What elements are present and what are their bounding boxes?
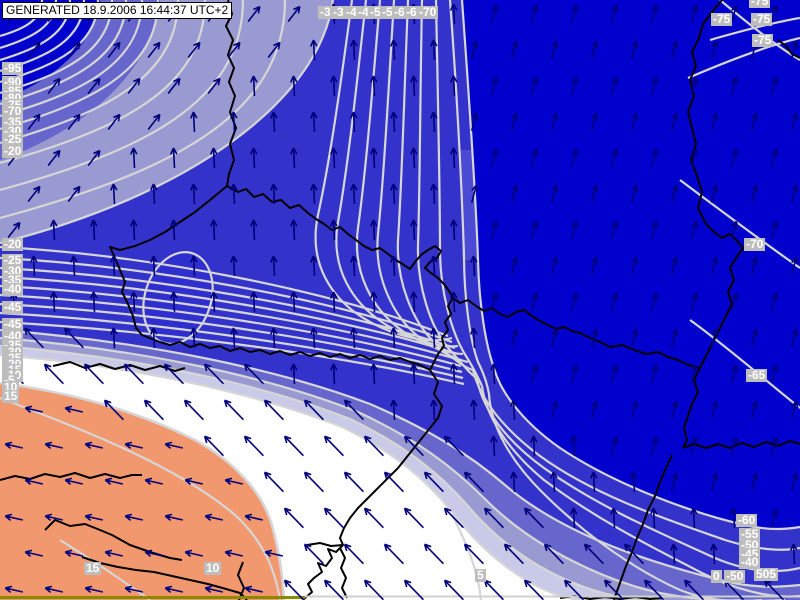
border-czech-south	[159, 341, 431, 371]
border-slovenia-blob	[302, 542, 344, 600]
border-topright-short	[777, 39, 800, 59]
region-periwinkle-northwest	[0, 0, 160, 160]
border-czech-slovak	[429, 297, 454, 371]
border-southeast-horizontal	[682, 440, 800, 449]
border-east-vertical	[682, 0, 744, 449]
border-austria-hungary	[339, 369, 443, 546]
border-bavaria-austria	[52, 361, 186, 372]
border-slovak-poland	[452, 297, 701, 369]
generated-timestamp: GENERATED 18.9.2006 16:44:37 UTC+2	[2, 2, 233, 19]
border-germany-north	[225, 0, 237, 187]
border-czech-north	[226, 185, 454, 299]
map-bottom-edge	[0, 595, 800, 599]
border-austria-italy-south	[81, 556, 248, 600]
border-austria-mid	[0, 472, 142, 481]
border-italy-slovenia	[237, 561, 245, 600]
border-southeast-diagonal	[613, 454, 673, 600]
region-dark-east	[462, 0, 800, 529]
region-lavender-northwest	[0, 0, 333, 243]
border-slovenia-blob2	[339, 547, 348, 599]
